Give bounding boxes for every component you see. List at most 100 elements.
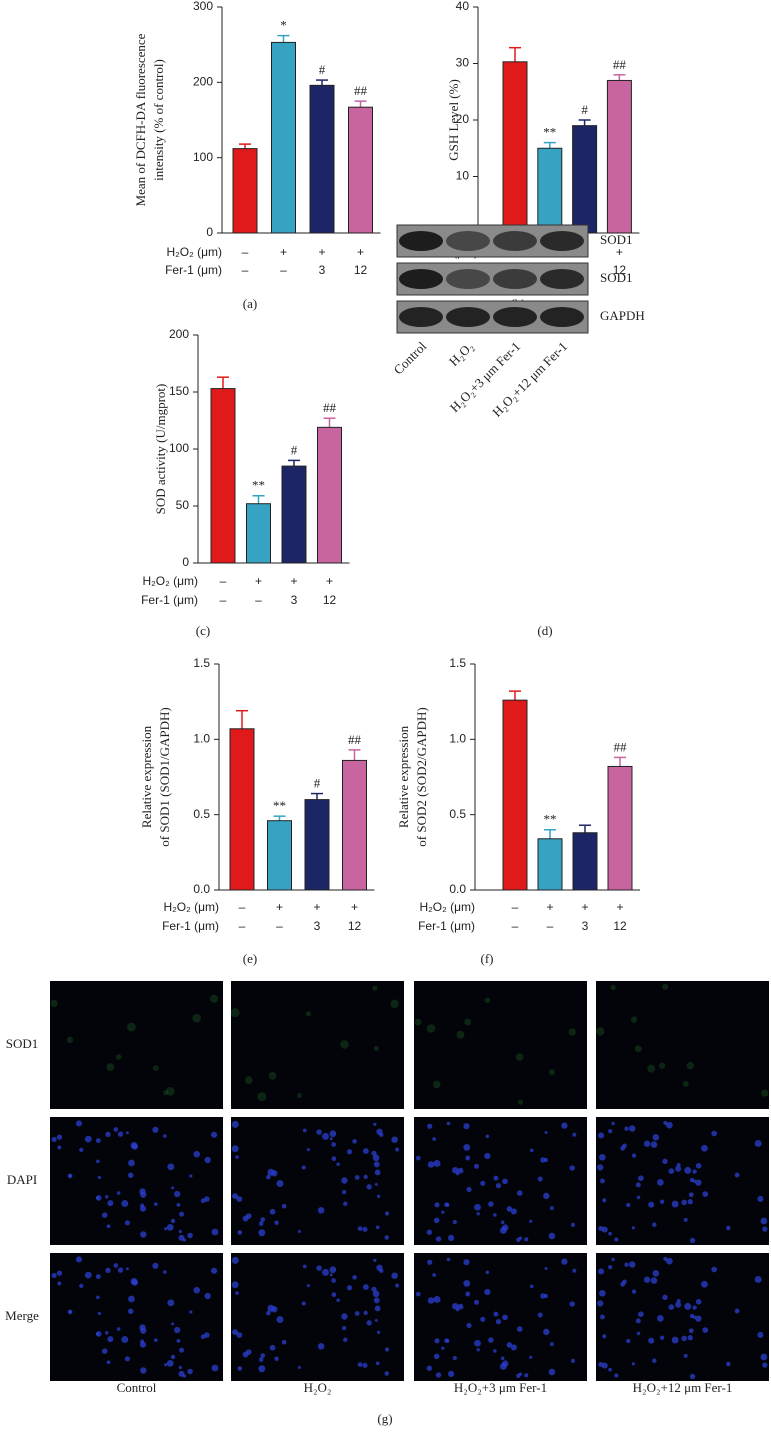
y-axis-label: SOD activity (U/mgprot) [153, 384, 168, 515]
nucleus [341, 1313, 348, 1320]
nucleus [466, 1186, 472, 1193]
cell [372, 985, 378, 991]
condition-value: – [512, 919, 519, 933]
nucleus [529, 1284, 534, 1289]
band-label: GAPDH [600, 308, 645, 323]
nucleus [452, 1220, 457, 1225]
nucleus [757, 1331, 764, 1338]
cell [257, 1092, 267, 1102]
nucleus [276, 1316, 284, 1323]
nucleus [620, 1281, 626, 1287]
nucleus [302, 1128, 307, 1133]
nucleus [516, 1190, 523, 1196]
significance-mark: ** [543, 125, 556, 140]
nucleus [636, 1195, 641, 1200]
y-tick-label: 200 [169, 327, 189, 341]
nucleus [688, 1328, 694, 1334]
nucleus [106, 1360, 111, 1365]
y-tick-label: 1.5 [193, 656, 210, 670]
nucleus [441, 1210, 445, 1214]
nucleus [346, 1149, 353, 1155]
significance-mark: # [314, 776, 321, 791]
y-tick-label: 20 [456, 112, 470, 126]
nucleus [152, 1126, 159, 1133]
cell [464, 1018, 472, 1026]
nucleus [316, 1265, 322, 1271]
nucleus [116, 1191, 121, 1195]
nucleus [435, 1372, 442, 1378]
nucleus [602, 1198, 607, 1203]
y-axis-label: Relative expression [396, 725, 411, 828]
condition-value: – [239, 919, 246, 933]
nucleus [371, 1150, 377, 1156]
nucleus [465, 1291, 471, 1297]
nucleus [598, 1268, 605, 1275]
nucleus [540, 1157, 546, 1163]
nucleus [105, 1267, 111, 1274]
y-axis-label: of SOD1 (SOD1/GAPDH) [157, 707, 172, 846]
condition-label: H₂O₂ (μm) [142, 574, 198, 588]
significance-mark: ## [613, 57, 627, 72]
nucleus [473, 1163, 479, 1169]
nucleus [362, 1284, 369, 1290]
nucleus [352, 1139, 357, 1144]
nucleus [611, 1257, 615, 1262]
nucleus [427, 1161, 435, 1168]
y-tick-label: 10 [456, 169, 470, 183]
nucleus [362, 1362, 368, 1368]
nucleus [602, 1334, 607, 1339]
micrograph [596, 1253, 769, 1381]
nucleus [379, 1132, 384, 1137]
nucleus [495, 1319, 502, 1325]
nucleus [301, 1165, 306, 1170]
nucleus [101, 1212, 108, 1218]
nucleus [374, 1182, 378, 1186]
nucleus [676, 1163, 681, 1167]
nucleus [187, 1368, 193, 1375]
y-tick-label: 40 [456, 0, 470, 13]
nucleus [463, 1123, 470, 1130]
nucleus [572, 1132, 577, 1137]
nucleus [457, 1303, 464, 1310]
nucleus [687, 1335, 693, 1341]
cell [568, 1028, 576, 1036]
blot-band [540, 269, 584, 289]
nucleus [395, 1147, 400, 1152]
nucleus [474, 1339, 481, 1347]
nucleus [302, 1264, 307, 1269]
nucleus [426, 1365, 433, 1371]
nucleus [643, 1140, 651, 1147]
nucleus [537, 1176, 543, 1182]
nucleus [689, 1177, 695, 1183]
panel-label: (g) [377, 1411, 392, 1426]
nucleus [516, 1237, 521, 1242]
nucleus [548, 1232, 556, 1240]
nucleus [702, 1191, 709, 1197]
nucleus [599, 1314, 605, 1320]
nucleus [624, 1262, 629, 1267]
nucleus [176, 1202, 181, 1207]
nucleus [448, 1234, 455, 1242]
nucleus [711, 1130, 717, 1137]
nucleus [695, 1162, 702, 1169]
nucleus [117, 1267, 124, 1273]
nucleus [599, 1154, 606, 1161]
nucleus [354, 1311, 360, 1316]
cell [390, 999, 399, 1008]
nucleus [375, 1225, 380, 1230]
condition-label: Fer-1 (μm) [418, 919, 475, 933]
nucleus [652, 1358, 657, 1363]
nucleus [366, 1320, 372, 1326]
lane-label: Control [391, 338, 430, 377]
nucleus [726, 1361, 731, 1367]
nucleus [659, 1335, 665, 1340]
condition-value: + [581, 900, 588, 914]
y-tick-label: 0.5 [193, 807, 210, 821]
nucleus [427, 1297, 435, 1304]
nucleus [174, 1190, 181, 1198]
nucleus [166, 1360, 174, 1367]
nucleus [128, 1159, 135, 1167]
nucleus [75, 1120, 83, 1127]
significance-mark: ** [273, 798, 286, 813]
nucleus [452, 1356, 457, 1361]
